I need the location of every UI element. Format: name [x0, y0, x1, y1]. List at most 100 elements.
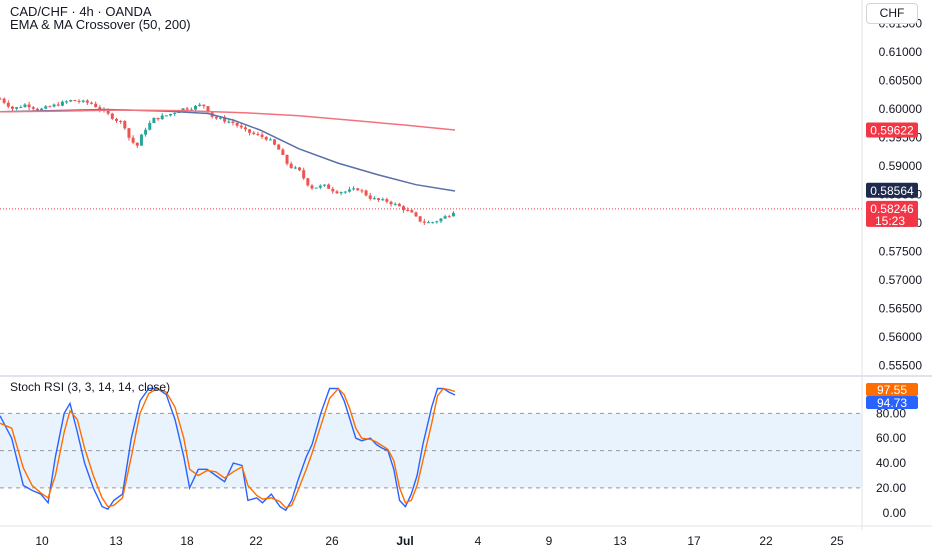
stoch-tick-label: 80.00 — [876, 406, 906, 420]
countdown-label-text: 15:23 — [875, 214, 905, 228]
currency-button[interactable]: CHF — [866, 3, 918, 24]
candle-body — [6, 102, 10, 107]
candle-body — [139, 134, 143, 146]
time-tick-label: 9 — [546, 534, 553, 548]
stoch-rsi-title: Stoch RSI (3, 3, 14, 14, close) — [10, 380, 171, 394]
candle-body — [106, 110, 110, 114]
stoch-value-bg — [866, 396, 918, 409]
candle-body — [85, 100, 89, 103]
candle-body — [264, 136, 268, 140]
candle-body — [364, 190, 368, 196]
candle-body — [135, 142, 139, 146]
stoch-value-text: 97.55 — [877, 383, 907, 397]
candle-body — [0, 98, 2, 100]
time-tick-label: 17 — [687, 534, 701, 548]
candle-body — [127, 128, 131, 138]
candle-body — [389, 201, 393, 205]
candle-body — [306, 178, 310, 186]
price-label-text: 0.58564 — [870, 184, 914, 198]
candle-body — [31, 107, 35, 109]
price-label-bg — [866, 182, 918, 198]
candle-body — [223, 117, 227, 122]
candle-body — [314, 187, 318, 189]
candle-body — [310, 185, 314, 189]
candle-body — [2, 98, 6, 103]
candle-body — [293, 167, 297, 169]
candle-body — [277, 144, 281, 150]
time-tick-label: 4 — [475, 534, 482, 548]
candle-body — [260, 134, 264, 137]
price-tick-label: 0.55500 — [879, 358, 923, 372]
candle-body — [377, 198, 381, 201]
candle-body — [40, 108, 44, 111]
candle-body — [372, 198, 376, 200]
price-label: 0.58564 — [866, 182, 918, 198]
price-tick-label: 0.60000 — [879, 102, 923, 116]
candle-body — [397, 203, 401, 207]
stoch-tick-label: 20.00 — [876, 481, 906, 495]
candle-body — [273, 139, 277, 145]
candle-body — [393, 203, 397, 205]
candle-body — [198, 104, 202, 106]
candle-body — [169, 113, 173, 116]
time-tick-label: 22 — [759, 534, 773, 548]
stoch-value-label: 97.55 — [866, 383, 918, 397]
time-tick-label: 13 — [613, 534, 627, 548]
candle-body — [239, 125, 243, 128]
indicator-title: EMA & MA Crossover (50, 200) — [10, 17, 191, 32]
candle-body — [298, 167, 302, 171]
price-tick-label: 0.59000 — [879, 159, 923, 173]
stoch-rsi-pane[interactable] — [0, 387, 862, 512]
candle-body — [360, 190, 364, 192]
candle-body — [94, 103, 98, 108]
candle-body — [160, 115, 164, 120]
price-pane[interactable] — [0, 97, 862, 226]
candle-body — [52, 104, 56, 107]
candle-body — [418, 216, 422, 222]
candle-body — [422, 221, 426, 223]
price-tick-label: 0.57000 — [879, 273, 923, 287]
price-tick-label: 0.61000 — [879, 45, 923, 59]
candle-body — [56, 104, 60, 106]
candle-body — [123, 121, 127, 129]
candle-body — [152, 117, 156, 124]
candle-body — [15, 107, 19, 109]
time-tick-label: 13 — [109, 534, 123, 548]
price-label-text: 0.59622 — [870, 123, 914, 137]
stoch-value-label: 94.73 — [866, 396, 918, 410]
candle-body — [435, 221, 439, 223]
candle-body — [281, 149, 285, 155]
candle-body — [302, 170, 306, 179]
candle-body — [410, 210, 414, 213]
candle-body — [335, 191, 339, 194]
candle-body — [443, 216, 447, 219]
price-label-text: 0.58246 — [870, 202, 914, 216]
candle-body — [81, 100, 85, 102]
candle-body — [148, 123, 152, 130]
symbol-title: CAD/CHF · 4h · OANDA — [10, 4, 152, 19]
candle-body — [114, 118, 118, 121]
candle-body — [248, 129, 252, 133]
candle-body — [385, 199, 389, 202]
time-tick-label: Jul — [396, 534, 413, 548]
candle-body — [451, 212, 455, 217]
candle-body — [227, 121, 231, 123]
candle-body — [406, 210, 410, 212]
price-axis[interactable]: 0.615000.610000.605000.600000.595000.590… — [0, 0, 932, 530]
price-label: 0.59622 — [866, 122, 918, 138]
candle-body — [231, 121, 235, 123]
candle-body — [173, 113, 177, 115]
time-axis[interactable]: 10 13 18 22 26 Jul 4 9 13 17 22 25 — [0, 525, 932, 548]
candle-body — [343, 191, 347, 193]
candle-body — [48, 106, 52, 108]
candle-body — [447, 216, 451, 218]
stoch-tick-label: 60.00 — [876, 431, 906, 445]
time-tick-label: 25 — [830, 534, 844, 548]
candle-body — [235, 122, 239, 126]
candle-body — [252, 132, 256, 134]
candle-body — [98, 107, 102, 110]
candle-body — [110, 113, 114, 119]
candle-body — [356, 188, 360, 191]
